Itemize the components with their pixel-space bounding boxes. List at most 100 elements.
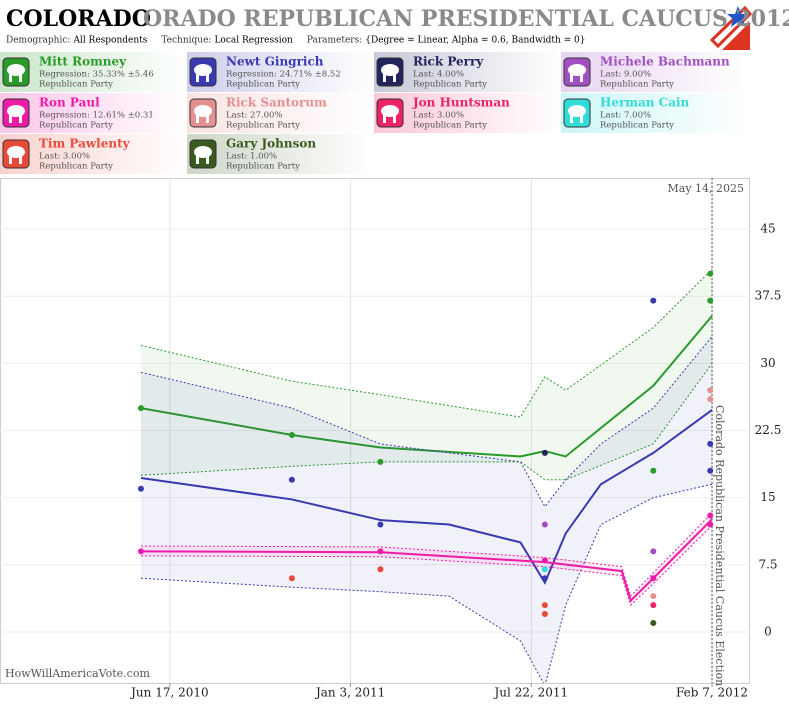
legend-icon (7, 105, 25, 117)
band-lower (140, 483, 713, 683)
poll-point (288, 575, 295, 582)
legend-stat: Regression: 35.33% ±5.46 (39, 70, 154, 80)
legend-party: Republican Party (226, 162, 300, 172)
legend-icon (381, 105, 399, 117)
legend-party: Republican Party (413, 80, 487, 90)
y-tick-label: 7.5 (758, 557, 777, 571)
confidence-band (140, 269, 713, 480)
legend-name: Rick Perry (413, 55, 484, 69)
poll-point (377, 458, 384, 465)
poll-point (541, 611, 548, 618)
legend-stat: Last: 1.00% (226, 152, 277, 162)
poll-point (137, 405, 144, 412)
legend-icon-leg (19, 156, 22, 164)
legend-card (187, 93, 373, 133)
event-label: Colorado Republican Presidential Caucus … (713, 405, 726, 686)
x-tick-label: Jan 3, 2011 (314, 686, 385, 700)
legend-icon-leg (9, 115, 12, 123)
legend-party: Republican Party (39, 80, 113, 90)
chart-title-scroll: ORADO REPUBLICAN PRESIDENTIAL CAUCUS 201… (143, 6, 789, 32)
poll-point (650, 593, 657, 600)
legend-icon-leg (9, 74, 12, 82)
y-tick-label: 22.5 (755, 423, 782, 437)
legend-party: Republican Party (413, 121, 487, 131)
poll-point (137, 485, 144, 492)
poll-point (541, 602, 548, 609)
legend-name: Herman Cain (600, 96, 690, 110)
chart-title: COLORADO (6, 6, 151, 32)
band-upper (140, 336, 713, 508)
legend-icon-leg (19, 115, 22, 123)
legend-card (374, 93, 560, 133)
band-upper (140, 512, 713, 598)
poll-point (650, 602, 657, 609)
meta-value: All Respondents (72, 36, 147, 46)
legend-name: Michele Bachmann (600, 55, 730, 69)
legend-party: Republican Party (39, 162, 113, 172)
y-tick-label: 30 (760, 356, 775, 370)
poll-point (650, 548, 657, 555)
legend-icon-leg (196, 74, 199, 82)
legend-stat: Last: 3.00% (39, 152, 90, 162)
poll-point (541, 521, 548, 528)
legend-icon (568, 64, 586, 76)
poll-point (707, 440, 714, 447)
legend-party: Republican Party (39, 121, 113, 131)
legend-icon (7, 64, 25, 76)
logo (709, 5, 753, 50)
meta-label: Parameters: (307, 36, 362, 46)
meta-value: {Degree = Linear, Alpha = 0.6, Bandwidth… (365, 36, 585, 46)
legend-card (187, 52, 373, 92)
legend-icon-leg (383, 74, 386, 82)
legend-icon-leg (196, 156, 199, 164)
poll-point (377, 548, 384, 555)
poll-point (650, 575, 657, 582)
legend-party: Republican Party (226, 121, 300, 131)
legend-icon-leg (580, 74, 583, 82)
poll-point (288, 431, 295, 438)
legend-name: Gary Johnson (226, 137, 316, 151)
legend-stat: Regression: 12.61% ±0.31 (39, 111, 154, 121)
meta-label: Demographic: (6, 36, 70, 46)
legend-icon (194, 64, 212, 76)
legend-stat: Last: 7.00% (600, 111, 651, 121)
legend-icon-leg (9, 156, 12, 164)
date-marker: May 14, 2025 (668, 182, 745, 195)
poll-point (377, 566, 384, 573)
poll-point (541, 566, 548, 573)
legend-icon-leg (580, 115, 583, 123)
legend-icon-leg (19, 74, 22, 82)
poll-point (707, 396, 714, 403)
poll-point (377, 521, 384, 528)
y-tick-label: 0 (764, 624, 772, 638)
legend-icon-leg (393, 74, 396, 82)
poll-point (137, 548, 144, 555)
legend-card (374, 52, 560, 92)
legend-icon (194, 105, 212, 117)
legend-stat: Regression: 24.71% ±8.52 (226, 70, 341, 80)
poll-point (707, 521, 714, 528)
poll-point (541, 449, 548, 456)
legend-card (561, 93, 747, 133)
poll-point (650, 620, 657, 627)
poll-point (541, 575, 548, 582)
legend-icon-leg (383, 115, 386, 123)
legend-card (0, 52, 186, 92)
legend-name: Mitt Romney (39, 55, 127, 69)
poll-point (707, 467, 714, 474)
plot-area (137, 268, 714, 683)
y-tick-label: 37.5 (755, 289, 782, 303)
legend-party: Republican Party (600, 80, 674, 90)
band-lower (140, 363, 713, 481)
legend-stat: Last: 27.00% (226, 111, 282, 121)
regression-line (140, 409, 713, 585)
poll-point (707, 297, 714, 304)
meta-label: Technique: (161, 36, 211, 46)
legend-icon-leg (196, 115, 199, 123)
poll-point (650, 467, 657, 474)
confidence-band (140, 512, 713, 606)
poll-point (707, 512, 714, 519)
band-upper (140, 268, 713, 418)
legend-stat: Last: 9.00% (600, 70, 651, 80)
